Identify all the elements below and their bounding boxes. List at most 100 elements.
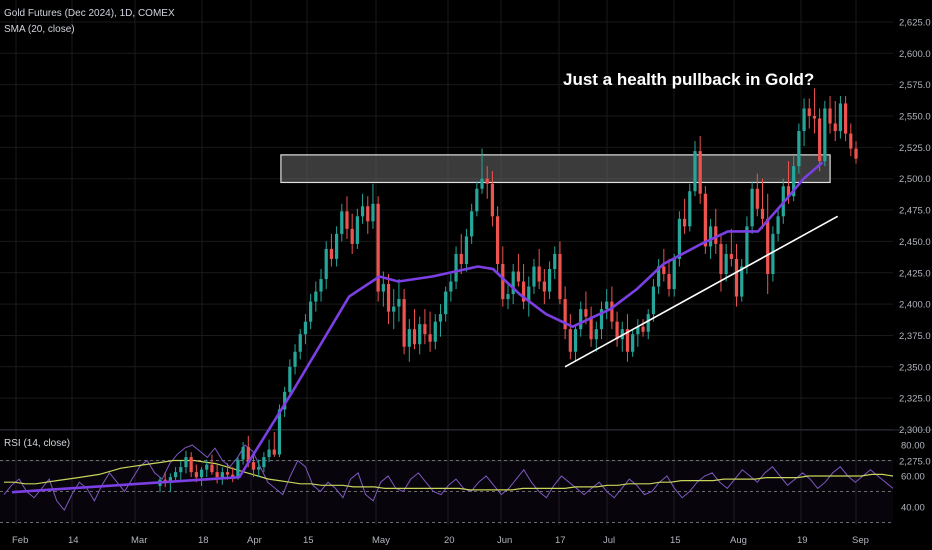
- candle-body: [776, 216, 780, 234]
- rsi-axis[interactable]: 40.00 60.00 80.00: [901, 441, 925, 514]
- candle-body: [698, 151, 702, 194]
- candle-body: [688, 191, 692, 227]
- time-tick-label: Sep: [852, 535, 869, 546]
- candle-body: [423, 324, 427, 335]
- candle-body: [724, 253, 728, 275]
- candle-body: [381, 284, 385, 292]
- price-tick-label: 2,350.0: [899, 362, 931, 373]
- candle-body: [360, 206, 365, 217]
- candle-body: [485, 178, 489, 184]
- candle-body: [355, 216, 359, 244]
- candle-body: [760, 208, 765, 219]
- price-tick-label: 2,550.0: [899, 112, 931, 123]
- rsi-tick-label: 60.00: [901, 472, 925, 483]
- rsi-tick-label: 40.00: [901, 503, 925, 514]
- candle-body: [771, 233, 775, 275]
- candle-body: [168, 477, 172, 483]
- candle-body: [449, 281, 453, 292]
- candle-body: [729, 253, 733, 259]
- candle-body: [573, 329, 578, 352]
- candle-body: [179, 467, 183, 473]
- candle-body: [631, 334, 635, 352]
- candle-body: [828, 108, 832, 124]
- resistance-zone-rect: [280, 154, 831, 184]
- candle-body: [802, 108, 806, 132]
- candle-body: [340, 211, 344, 234]
- candle-body: [553, 253, 557, 269]
- symbol-title[interactable]: Gold Futures (Dec 2024), 1D, COMEX: [4, 8, 175, 19]
- candle-body: [849, 133, 853, 149]
- candle-body: [376, 203, 380, 292]
- candle-body: [511, 271, 515, 295]
- candle-body: [501, 263, 505, 300]
- candle-body: [267, 449, 271, 458]
- candle-body: [651, 286, 656, 315]
- candle-body: [418, 324, 422, 345]
- candle-body: [386, 284, 391, 312]
- candle-body: [734, 258, 739, 297]
- candle-body: [542, 281, 546, 292]
- candle-body: [454, 253, 458, 282]
- candle-body: [766, 218, 770, 275]
- candle-body: [402, 299, 406, 347]
- candle-body: [844, 103, 848, 134]
- candle-body: [833, 123, 837, 132]
- candle-body: [812, 116, 817, 119]
- candle-body: [459, 253, 463, 264]
- candle-body: [407, 329, 411, 347]
- price-tick-label: 2,575.0: [899, 80, 931, 91]
- candle-body: [532, 266, 536, 287]
- candle-body: [241, 447, 245, 460]
- candle-body: [433, 321, 437, 342]
- time-tick-label: May: [372, 535, 390, 546]
- candle-body: [288, 366, 292, 392]
- price-tick-label: 2,625.0: [899, 17, 931, 28]
- rsi-indicator-label[interactable]: RSI (14, close): [4, 438, 71, 449]
- candle-body: [350, 228, 354, 244]
- rsi-line: [3, 444, 894, 512]
- price-tick-label: 2,375.0: [899, 331, 931, 342]
- time-tick-label: Feb: [12, 535, 28, 546]
- candle-body: [496, 216, 500, 264]
- resistance-zone[interactable]: [280, 154, 831, 184]
- candle-body: [693, 151, 697, 192]
- candle-body: [314, 291, 318, 302]
- candle-body: [599, 309, 604, 330]
- price-tick-label: 2,600.0: [899, 49, 931, 60]
- price-tick-label: 2,425.0: [899, 268, 931, 279]
- candle-body: [662, 266, 666, 275]
- price-axis[interactable]: 2,275.0 2,300.0 2,325.0 2,350.0 2,375.0 2,400…: [899, 0, 931, 467]
- time-axis[interactable]: Feb 14 Mar 18 Apr 15 May 20 Jun 17 Jul 15 Aug 19 Sep: [12, 535, 869, 546]
- candle-body: [745, 226, 749, 267]
- trendline[interactable]: [564, 215, 839, 368]
- candle-body: [677, 218, 682, 259]
- candle-body: [506, 294, 510, 300]
- candle-body: [708, 226, 713, 247]
- candle-body: [797, 131, 801, 167]
- price-tick-label: 2,325.0: [899, 394, 931, 405]
- candle-body: [568, 329, 572, 352]
- price-tick-label: 2,475.0: [899, 206, 931, 217]
- time-tick-label: 14: [68, 535, 79, 546]
- candle-body: [641, 326, 645, 332]
- candle-body: [246, 447, 250, 463]
- candle-body: [298, 334, 302, 352]
- time-tick-label: 15: [303, 535, 314, 546]
- candle-body: [293, 351, 297, 367]
- candle-body: [277, 409, 282, 455]
- candle-body: [636, 326, 640, 335]
- candle-body: [823, 108, 827, 162]
- time-tick-label: Apr: [247, 535, 262, 546]
- candle-body: [605, 301, 609, 310]
- sma-indicator-label[interactable]: SMA (20, close): [4, 24, 75, 35]
- candle-body: [464, 236, 469, 264]
- candle-body: [579, 309, 583, 330]
- candle-body: [516, 271, 520, 282]
- rsi-panel: [0, 429, 932, 523]
- candle-body: [257, 467, 261, 470]
- candle-body: [480, 178, 484, 189]
- time-tick-label: 19: [797, 535, 808, 546]
- candle-body: [371, 203, 375, 222]
- candle-body: [225, 472, 230, 475]
